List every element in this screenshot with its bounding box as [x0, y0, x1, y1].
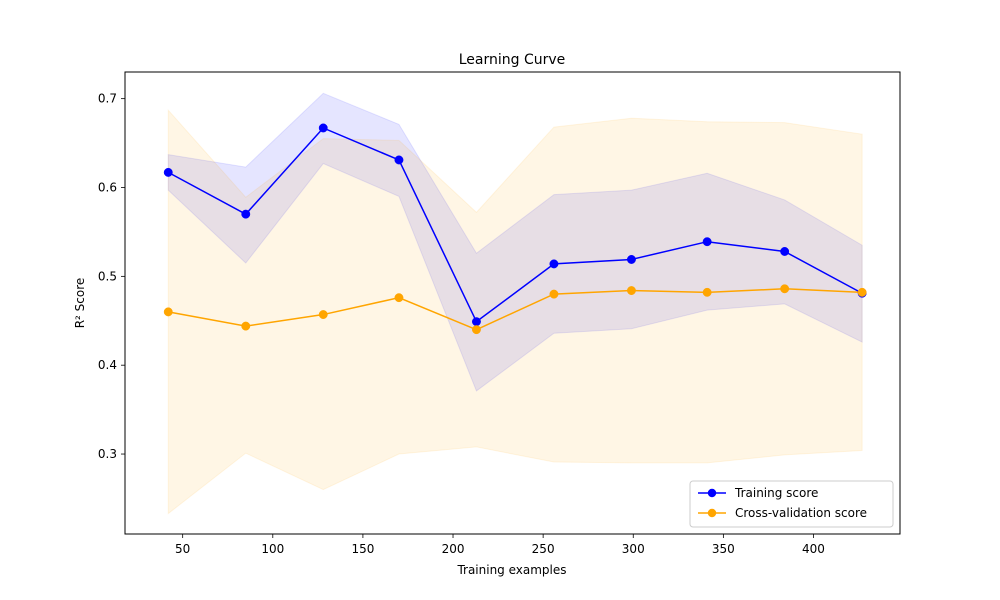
y-tick-label: 0.7: [98, 92, 117, 106]
line-training: [167, 127, 863, 323]
y-tick-label: 0.5: [98, 269, 117, 283]
y-axis-ticks: 0.3 0.4 0.5 0.6 0.7: [98, 92, 125, 461]
plot-area-frame: [124, 71, 901, 535]
legend-box: [689, 480, 894, 528]
point-cross-validation: [472, 325, 481, 335]
series-markers: [163, 123, 867, 335]
point-cross-validation: [627, 286, 636, 296]
y-tick-label: 0.3: [98, 447, 117, 461]
x-tick-label: 400: [802, 542, 825, 556]
legend-label-training: Training score: [734, 486, 818, 500]
point-training: [702, 237, 712, 247]
line-cross-validation: [168, 288, 863, 331]
x-tick-label: 150: [351, 542, 374, 556]
point-training: [780, 247, 790, 256]
legend-marker-training: [707, 488, 717, 498]
point-cross-validation: [549, 289, 559, 299]
point-cross-validation: [702, 287, 712, 297]
x-tick-label: 50: [175, 542, 190, 556]
point-cross-validation: [163, 307, 173, 317]
legend-label-cross-validation: Cross-validation score: [735, 506, 867, 520]
x-tick-label: 300: [622, 542, 645, 556]
x-tick-label: 250: [532, 542, 555, 556]
point-cross-validation: [318, 310, 328, 319]
point-training: [318, 123, 328, 133]
series-lines: [167, 127, 863, 331]
point-training: [241, 209, 251, 219]
point-cross-validation: [241, 321, 251, 331]
point-cross-validation: [394, 293, 404, 303]
x-tick-label: 350: [712, 542, 735, 556]
confidence-bands: [167, 92, 863, 515]
point-training: [627, 255, 636, 264]
point-cross-validation: [857, 287, 867, 297]
chart-title: Learning Curve: [459, 52, 566, 68]
y-tick-label: 0.4: [98, 358, 117, 372]
x-axis-label: Training examples: [456, 563, 566, 577]
x-axis-ticks: 50 100 150 200 250 300 350 400: [175, 534, 825, 556]
point-training: [549, 259, 559, 269]
point-training: [394, 155, 404, 165]
legend: Training score Cross-validation score: [689, 480, 894, 528]
point-training: [163, 167, 173, 177]
point-training: [472, 317, 481, 327]
legend-marker-cross-validation: [707, 508, 717, 518]
point-cross-validation: [780, 284, 790, 294]
x-tick-label: 200: [442, 542, 465, 556]
y-tick-label: 0.6: [98, 181, 117, 195]
band-training: [167, 92, 863, 392]
y-axis-label: R² Score: [73, 278, 87, 329]
x-tick-label: 100: [261, 542, 284, 556]
